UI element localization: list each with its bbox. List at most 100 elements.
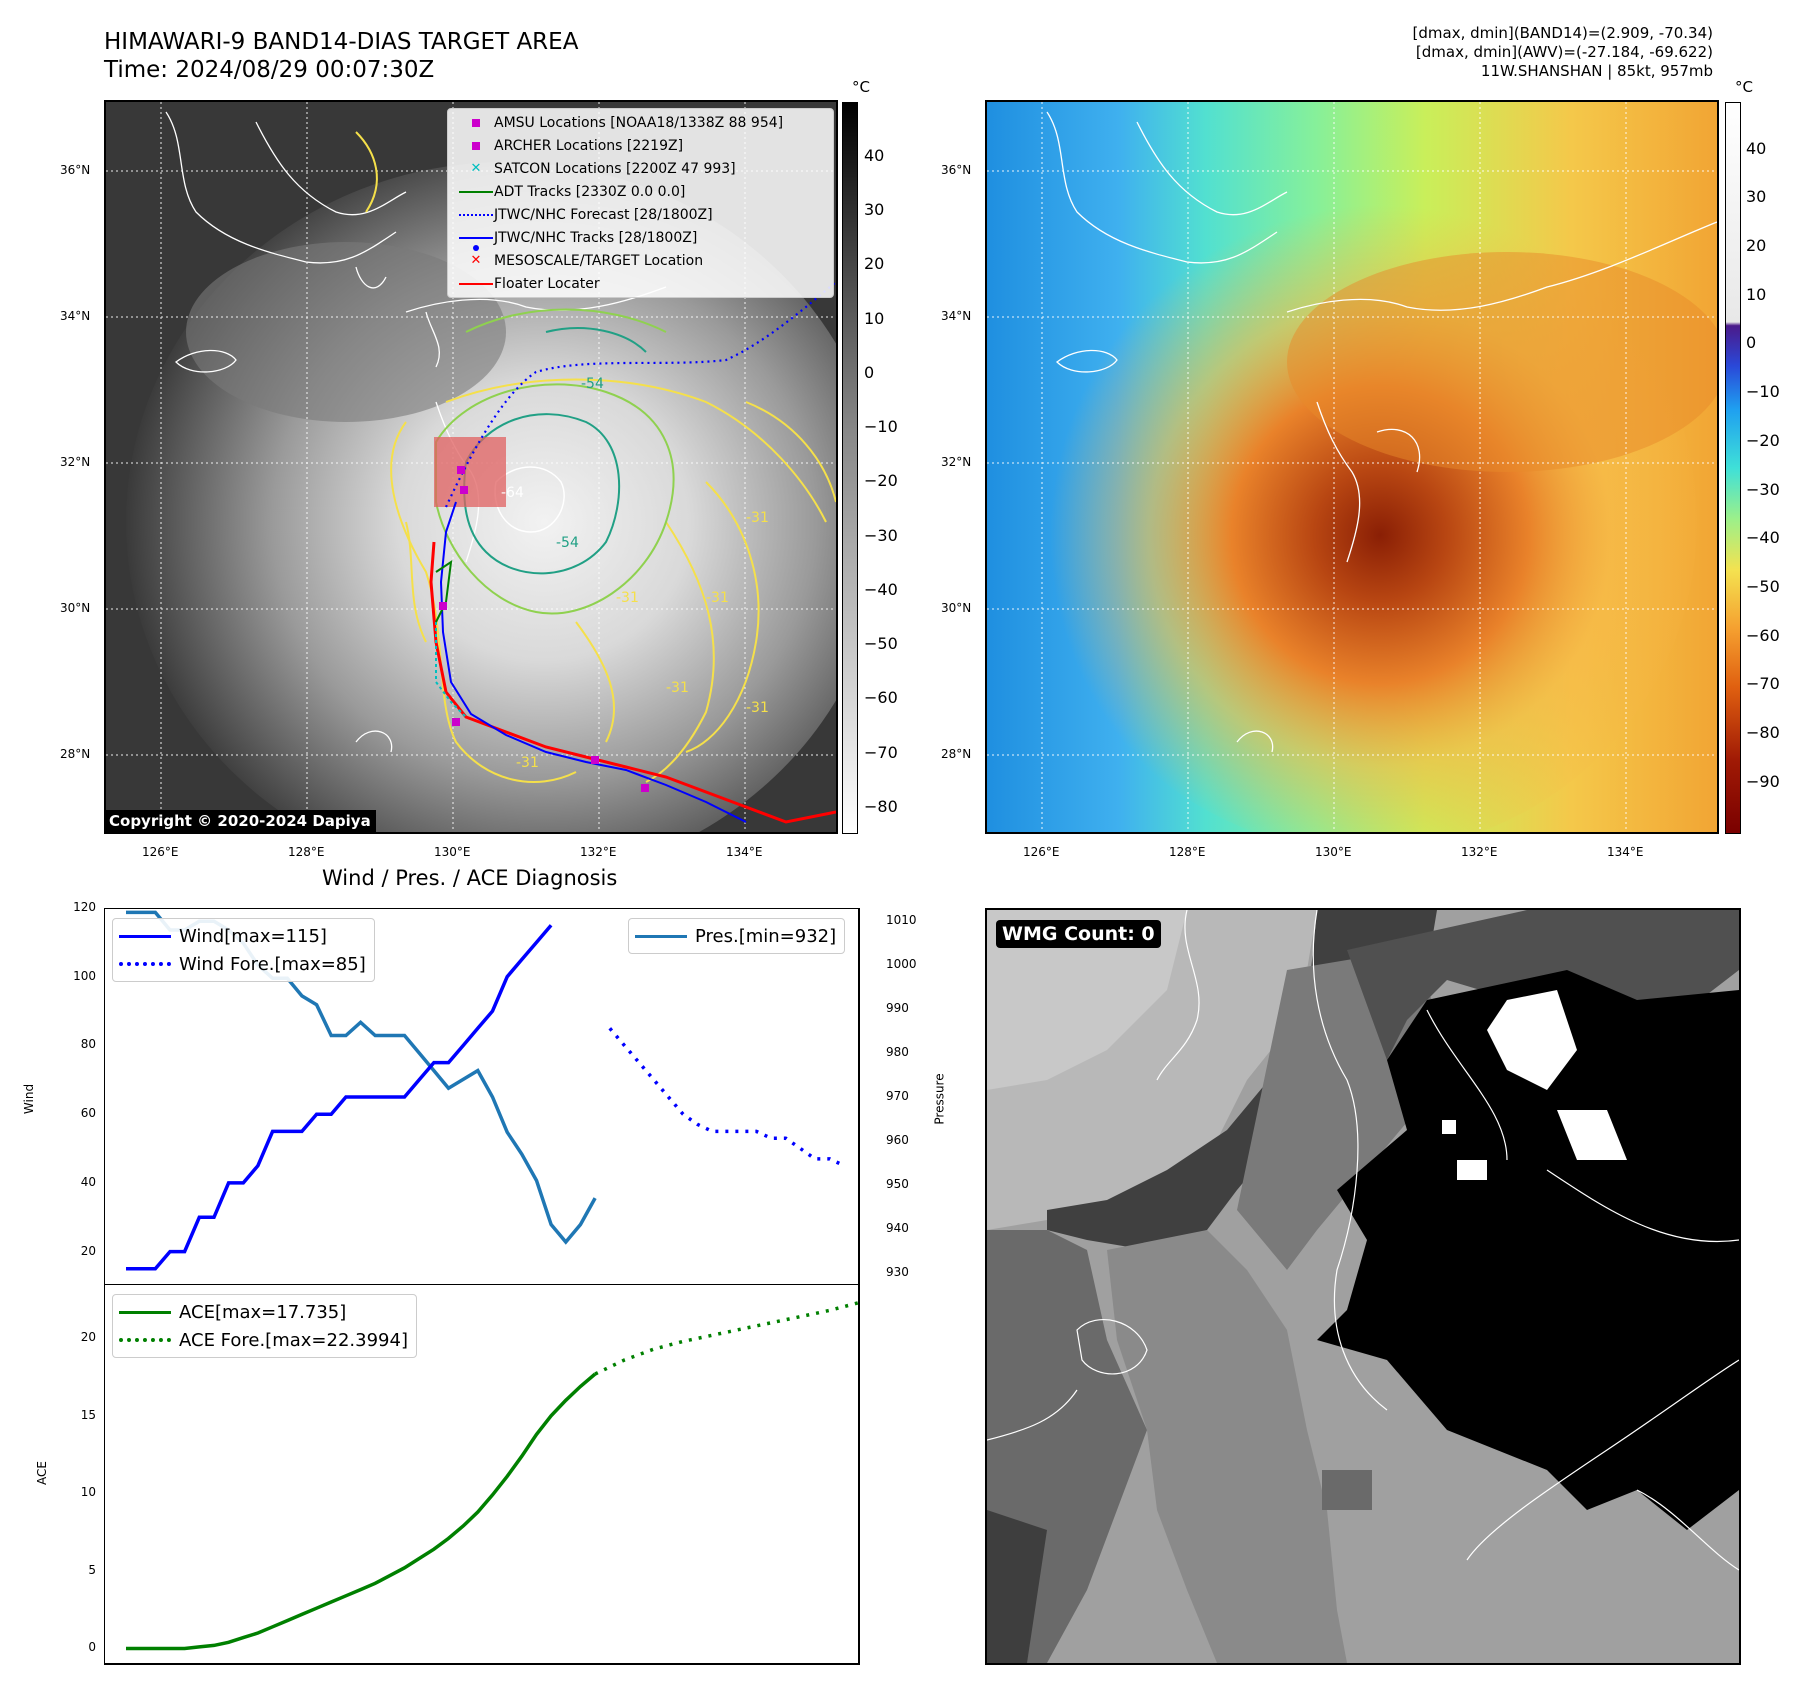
line-icon xyxy=(635,934,687,938)
axis-tick-label: 100 xyxy=(73,968,96,983)
colorbar-tick: −10 xyxy=(1746,382,1780,402)
awv-range: [dmax, dmin](AWV)=(-27.184, -69.622) xyxy=(1415,43,1713,61)
lat-tick: 32°N xyxy=(60,455,91,469)
colorbar-tick: −60 xyxy=(864,688,898,708)
lat-tick: 34°N xyxy=(941,309,972,323)
wind-forecast-series-line xyxy=(608,1027,846,1168)
colorbar-tick: −20 xyxy=(1746,430,1780,450)
contour-label: -31 xyxy=(706,590,729,606)
title-line-1: HIMAWARI-9 BAND14-DIAS TARGET AREA xyxy=(104,29,579,55)
axis-tick-label: 60 xyxy=(80,1106,96,1121)
lon-tick: 126°E xyxy=(142,845,179,859)
legend-item-wind-forecast: Wind Fore.[max=85] xyxy=(113,950,374,978)
contour-label: -31 xyxy=(746,510,769,526)
colorbar-tick: −30 xyxy=(1746,479,1780,499)
legend-item-tracks: JTWC/NHC Tracks [28/1800Z] xyxy=(448,226,833,251)
contour-label: -31 xyxy=(616,590,639,606)
axis-tick-label: 980 xyxy=(886,1045,909,1060)
axis-tick-label: 40 xyxy=(80,1174,96,1189)
stats-box: [dmax, dmin](BAND14)=(2.909, -70.34) [dm… xyxy=(1413,24,1713,81)
x-marker-icon: ✕ xyxy=(470,253,482,268)
band14-range: [dmax, dmin](BAND14)=(2.909, -70.34) xyxy=(1412,24,1713,42)
colorbar-tick: −40 xyxy=(864,579,898,599)
legend-item-pressure: Pres.[min=932] xyxy=(629,922,844,950)
lat-tick: 34°N xyxy=(60,309,91,323)
wmg-count-badge: WMG Count: 0 xyxy=(996,920,1161,948)
copyright-label: Copyright © 2020-2024 Dapiya xyxy=(104,810,376,832)
storm-info: 11W.SHANSHAN | 85kt, 957mb xyxy=(1480,62,1713,80)
legend-item-target: ✕ MESOSCALE/TARGET Location xyxy=(448,249,833,272)
lat-tick: 30°N xyxy=(941,601,972,615)
axis-tick-label: 960 xyxy=(886,1132,909,1147)
dotted-line-icon xyxy=(119,962,171,966)
colorbar-tick: −60 xyxy=(1746,625,1780,645)
axis-tick-label: 5 xyxy=(88,1562,96,1577)
legend-item-floater: Floater Locater xyxy=(448,272,833,295)
colorbar-tick: −80 xyxy=(864,796,898,816)
awv-map-panel xyxy=(985,100,1719,834)
axis-tick-label: 120 xyxy=(73,900,96,914)
colorbar-tick: −20 xyxy=(864,471,898,491)
colorbar-tick: −70 xyxy=(864,742,898,762)
contour-label: -31 xyxy=(666,680,689,696)
legend-item-amsu: AMSU Locations [NOAA18/1338Z 88 954] xyxy=(448,111,833,134)
wind-axis-label: Wind xyxy=(22,1083,37,1115)
colorbar-tick: 10 xyxy=(864,308,885,328)
colorbar-tick: 0 xyxy=(864,362,875,382)
legend-item-adt: ADT Tracks [2330Z 0.0 0.0] xyxy=(448,180,833,203)
line-icon xyxy=(119,1310,171,1314)
lon-tick: 132°E xyxy=(1461,845,1498,859)
ace-axis-label: ACE xyxy=(34,1461,49,1485)
lon-tick: 132°E xyxy=(580,845,617,859)
axis-tick-label: 930 xyxy=(886,1264,909,1279)
title-line-2: Time: 2024/08/29 00:07:30Z xyxy=(104,57,435,83)
wind-legend: Wind[max=115] Wind Fore.[max=85] xyxy=(112,918,375,982)
contour-label: -54 xyxy=(556,535,579,551)
legend-item-archer: ARCHER Locations [2219Z] xyxy=(448,134,833,157)
line-icon xyxy=(458,190,494,193)
colorbar-tick: −30 xyxy=(864,525,898,545)
diagnosis-title: Wind / Pres. / ACE Diagnosis xyxy=(322,866,618,890)
axis-tick-label: 1010 xyxy=(886,913,917,928)
axis-tick-label: 20 xyxy=(80,1330,96,1345)
square-marker-icon xyxy=(458,141,494,150)
colorbar-tick: −90 xyxy=(1746,771,1780,791)
legend-item-wind: Wind[max=115] xyxy=(113,922,374,950)
lon-tick: 130°E xyxy=(1315,845,1352,859)
line-icon xyxy=(119,934,171,938)
colorbar-tick: 20 xyxy=(864,254,885,274)
lon-tick: 134°E xyxy=(1607,845,1644,859)
axis-tick-label: 990 xyxy=(886,1001,909,1016)
colorbar-tick: 40 xyxy=(1746,138,1767,158)
colorbar-tick: −50 xyxy=(1746,576,1780,596)
axis-tick-label: 940 xyxy=(886,1220,909,1235)
awv-colorbar-unit: °C xyxy=(1735,78,1753,96)
lat-tick: 32°N xyxy=(941,455,972,469)
lat-tick: 28°N xyxy=(941,747,972,761)
contour-label: -31 xyxy=(516,755,539,771)
colorbar-tick: 30 xyxy=(1746,187,1767,207)
map-legend: AMSU Locations [NOAA18/1338Z 88 954] ARC… xyxy=(447,108,834,298)
band14-colorbar xyxy=(842,102,858,834)
band14-colorbar-unit: °C xyxy=(852,78,870,96)
dotted-line-icon xyxy=(119,1338,171,1342)
legend-item-satcon: ✕ SATCON Locations [2200Z 47 993] xyxy=(448,157,833,180)
colorbar-tick: 10 xyxy=(1746,284,1767,304)
colorbar-tick: 30 xyxy=(864,200,885,220)
axis-tick-label: 970 xyxy=(886,1089,909,1103)
square-marker-icon xyxy=(458,118,494,127)
axis-tick-label: 1000 xyxy=(886,957,917,972)
axis-tick-label: 10 xyxy=(80,1485,96,1500)
axis-tick-label: 950 xyxy=(886,1176,909,1191)
x-marker-icon: ✕ xyxy=(470,161,482,176)
wmg-panel xyxy=(985,908,1741,1665)
legend-item-ace-forecast: ACE Fore.[max=22.3994] xyxy=(113,1326,416,1354)
axis-tick-label: 20 xyxy=(80,1243,96,1258)
colorbar-tick: 0 xyxy=(1746,333,1757,353)
axis-tick-label: 0 xyxy=(88,1640,96,1655)
colorbar-tick: −10 xyxy=(864,417,898,437)
legend-item-ace: ACE[max=17.735] xyxy=(113,1298,416,1326)
colorbar-tick: −50 xyxy=(864,634,898,654)
wmg-image xyxy=(987,910,1739,1663)
axis-tick-label: 80 xyxy=(80,1037,96,1052)
